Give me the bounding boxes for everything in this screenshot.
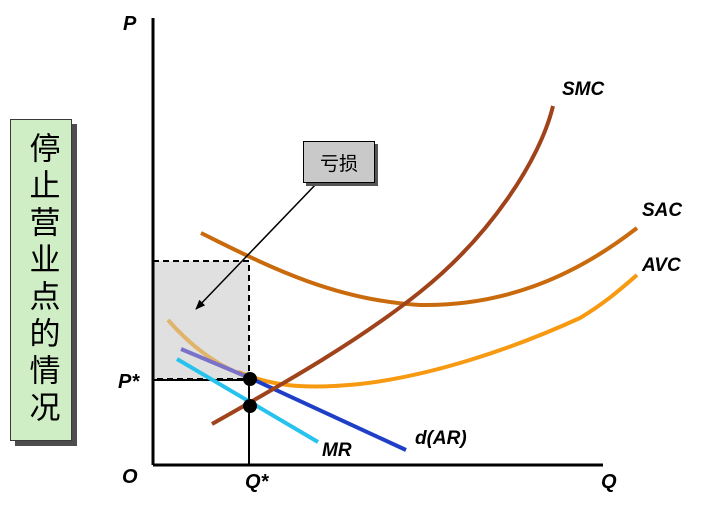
smc-curve bbox=[211, 105, 555, 426]
purple-curve bbox=[180, 347, 251, 380]
mr-label: MR bbox=[322, 440, 352, 461]
title-panel: 停止营业点的情况 bbox=[10, 119, 72, 441]
equilibrium-point bbox=[243, 372, 257, 386]
x-axis-label: Q bbox=[601, 471, 617, 493]
sac-label: SAC bbox=[642, 200, 682, 221]
y-axis-label: P bbox=[123, 13, 137, 35]
demand-label: d(AR) bbox=[415, 428, 467, 449]
demand-line bbox=[249, 376, 407, 452]
price-marker-label: P* bbox=[118, 371, 140, 393]
avc-curve bbox=[237, 273, 639, 389]
smc-label: SMC bbox=[562, 79, 605, 100]
loss-arrow bbox=[195, 181, 319, 310]
mr-smc-point bbox=[243, 399, 257, 413]
sac-curve bbox=[200, 226, 639, 308]
quantity-marker-label: Q* bbox=[245, 471, 270, 493]
avc-label: AVC bbox=[641, 255, 681, 276]
loss-label: 亏损 bbox=[319, 152, 358, 175]
title-text: 停止营业点的情况 bbox=[23, 132, 60, 428]
loss-label-box: 亏损 bbox=[303, 141, 375, 183]
origin-label: O bbox=[122, 466, 138, 488]
loss-rectangle bbox=[152, 260, 250, 380]
